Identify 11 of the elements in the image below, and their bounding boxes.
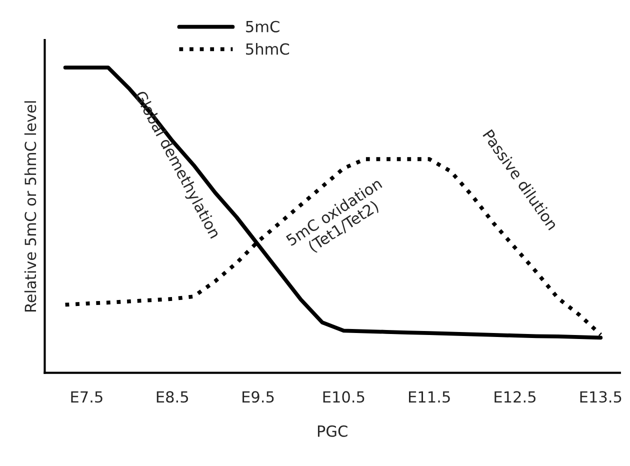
x-tick-label: E10.5: [323, 391, 364, 403]
x-tick-label: E12.5: [494, 391, 536, 403]
legend-label: 5hmC: [246, 42, 290, 55]
y-axis-title: Relative 5mC or 5hmC level: [24, 101, 36, 312]
x-tick-label: E7.5: [71, 391, 102, 403]
x-tick-label: E8.5: [156, 391, 188, 403]
x-axis-title: PGC: [318, 425, 348, 437]
x-tick-label: E11.5: [408, 391, 450, 403]
legend-label: 5mC: [246, 20, 280, 32]
x-tick-label: E13.5: [580, 391, 622, 403]
x-tick-label: E9.5: [242, 391, 274, 403]
